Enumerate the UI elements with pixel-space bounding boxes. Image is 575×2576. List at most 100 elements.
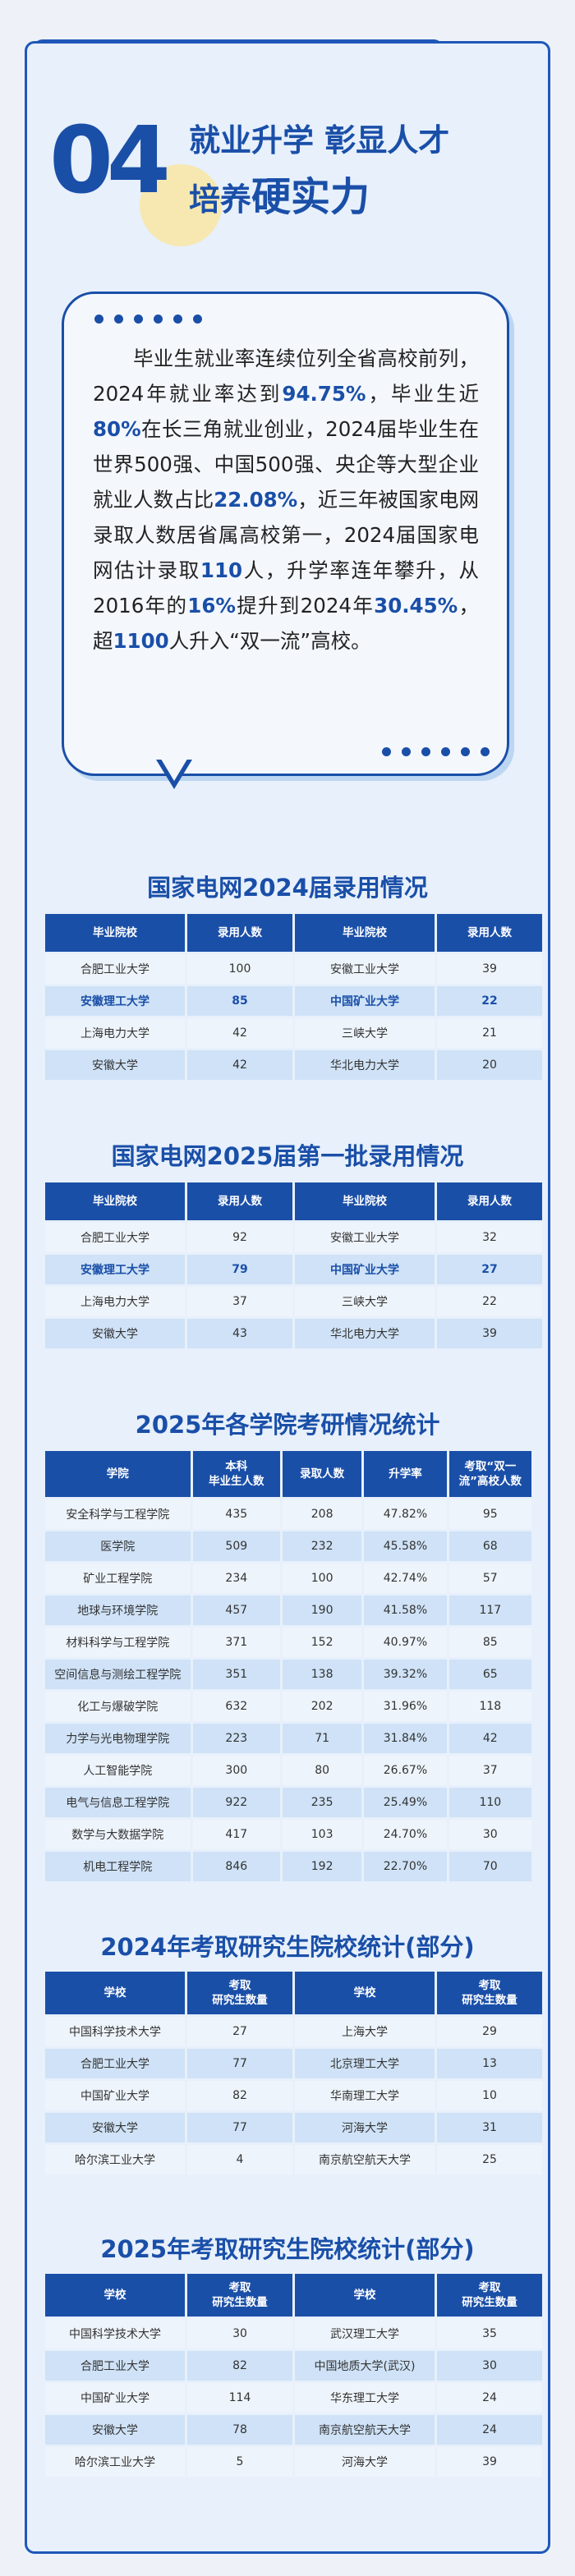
column-header: 毕业院校	[45, 1182, 185, 1220]
bubble-tail-inner	[159, 756, 189, 781]
table-cell: 35	[437, 2319, 542, 2349]
table-cell: 华北电力大学	[295, 1050, 435, 1080]
grad2024-table: 学校 考取 研究生数量 学校 考取 研究生数量 中国科学技术大学 27 上海大学 29 合肥工业大学…	[43, 1969, 545, 2177]
column-header: 学校	[45, 2274, 185, 2317]
table-row: 安徽理工大学 79 中国矿业大学 27	[45, 1255, 542, 1284]
table-cell: 100	[187, 954, 292, 984]
table-row: 安全科学与工程学院 435 208 47.82% 95	[45, 1499, 531, 1529]
table-cell: 39.32%	[364, 1660, 447, 1689]
table-cell: 哈尔滨工业大学	[45, 2447, 185, 2477]
column-header: 本科 毕业生人数	[192, 1451, 280, 1497]
table-cell: 351	[192, 1660, 280, 1689]
table-cell: 234	[192, 1564, 280, 1593]
table-cell: 37	[187, 1287, 292, 1316]
table-row: 中国矿业大学 82 华南理工大学 10	[45, 2081, 542, 2110]
table-cell: 武汉理工大学	[295, 2319, 435, 2349]
college-title: 2025年各学院考研情况统计	[135, 1411, 440, 1439]
table-cell: 31	[437, 2113, 542, 2142]
table-row: 上海电力大学 42 三峡大学 21	[45, 1018, 542, 1048]
table-cell: 力学与光电物理学院	[45, 1724, 191, 1753]
table-row: 合肥工业大学 100 安徽工业大学 39	[45, 954, 542, 984]
column-header: 考取“双一 流”高校人数	[448, 1451, 531, 1497]
table-cell: 地球与环境学院	[45, 1596, 191, 1625]
table-cell: 192	[282, 1852, 362, 1881]
table-cell: 25	[437, 2145, 542, 2174]
table-cell: 中国矿业大学	[295, 1255, 435, 1284]
table-cell: 安徽大学	[45, 1319, 185, 1348]
table-cell: 华东理工大学	[295, 2383, 435, 2413]
table-cell: 152	[282, 1628, 362, 1657]
table-cell: 24.70%	[364, 1820, 447, 1849]
table-cell: 70	[448, 1852, 531, 1881]
table-cell: 47.82%	[364, 1499, 447, 1529]
table-row: 机电工程学院 846 192 22.70% 70	[45, 1852, 531, 1881]
table-cell: 82	[187, 2351, 292, 2381]
intro-paragraph: 毕业生就业率连续位列全省高校前列，2024年就业率达到94.75%，毕业生近80…	[93, 347, 480, 653]
grad2024-title: 2024年考取研究生院校统计(部分)	[100, 1933, 475, 1961]
column-header: 学校	[295, 1972, 435, 2014]
table-row: 数学与大数据学院 417 103 24.70% 30	[45, 1820, 531, 1849]
table-cell: 中国矿业大学	[45, 2383, 185, 2413]
table-cell: 57	[448, 1564, 531, 1593]
section-title-line1: 就业升学 彰显人才	[189, 122, 450, 158]
table-cell: 39	[437, 1319, 542, 1348]
table-cell: 安徽大学	[45, 2113, 185, 2142]
table-cell: 42	[448, 1724, 531, 1753]
table-row: 矿业工程学院 234 100 42.74% 57	[45, 1564, 531, 1593]
column-header: 录用人数	[187, 914, 292, 952]
sgcc2024-table: 毕业院校 录用人数 毕业院校 录用人数 合肥工业大学 100 安徽工业大学 39 安徽理工大学 8…	[43, 911, 545, 1082]
section-header: 04 就业升学 彰显人才 培养硬实力	[49, 99, 526, 246]
column-header: 毕业院校	[295, 914, 435, 952]
table-row: 地球与环境学院 457 190 41.58% 117	[45, 1596, 531, 1625]
table-cell: 202	[282, 1692, 362, 1721]
table-cell: 80	[282, 1756, 362, 1785]
table-row: 医学院 509 232 45.58% 68	[45, 1531, 531, 1561]
table-cell: 78	[187, 2415, 292, 2445]
table-cell: 华北电力大学	[295, 1319, 435, 1348]
table-cell: 39	[437, 2447, 542, 2477]
table-row: 力学与光电物理学院 223 71 31.84% 42	[45, 1724, 531, 1753]
table-cell: 安徽大学	[45, 1050, 185, 1080]
table-cell: 65	[448, 1660, 531, 1689]
table-cell: 85	[448, 1628, 531, 1657]
dots-decoration-bottom	[382, 747, 490, 756]
table-cell: 南京航空航天大学	[295, 2145, 435, 2174]
table-cell: 235	[282, 1788, 362, 1817]
table-row: 中国科学技术大学 30 武汉理工大学 35	[45, 2319, 542, 2349]
table-cell: 合肥工业大学	[45, 2351, 185, 2381]
table-row: 哈尔滨工业大学 4 南京航空航天大学 25	[45, 2145, 542, 2174]
table-cell: 22	[437, 986, 542, 1016]
intro-speech-bubble: 毕业生就业率连续位列全省高校前列，2024年就业率达到94.75%，毕业生近80…	[62, 292, 509, 789]
college-table: 学院 本科 毕业生人数 录取人数 升学率 考取“双一 流”高校人数 安全科学与工程学院 435 2…	[43, 1449, 534, 1884]
table-cell: 77	[187, 2049, 292, 2078]
table-cell: 24	[437, 2415, 542, 2445]
table-cell: 中国矿业大学	[45, 2081, 185, 2110]
table-cell: 110	[448, 1788, 531, 1817]
table-cell: 208	[282, 1499, 362, 1529]
column-header: 学校	[45, 1972, 185, 2014]
table-cell: 509	[192, 1531, 280, 1561]
table-cell: 37	[448, 1756, 531, 1785]
table-cell: 河海大学	[295, 2113, 435, 2142]
table-cell: 22.70%	[364, 1852, 447, 1881]
table-cell: 26.67%	[364, 1756, 447, 1785]
table-cell: 371	[192, 1628, 280, 1657]
table-row: 安徽大学 42 华北电力大学 20	[45, 1050, 542, 1080]
table-cell: 95	[448, 1499, 531, 1529]
table-cell: 30	[437, 2351, 542, 2381]
table-cell: 114	[187, 2383, 292, 2413]
grad2025-title: 2025年考取研究生院校统计(部分)	[100, 2235, 475, 2263]
table-cell: 三峡大学	[295, 1018, 435, 1048]
column-header: 考取 研究生数量	[437, 1972, 542, 2014]
table-cell: 435	[192, 1499, 280, 1529]
table-cell: 190	[282, 1596, 362, 1625]
column-header: 录用人数	[187, 1182, 292, 1220]
table-cell: 20	[437, 1050, 542, 1080]
sgcc2025-title: 国家电网2025届第一批录用情况	[111, 1142, 464, 1170]
table-cell: 32	[437, 1223, 542, 1252]
table-cell: 223	[192, 1724, 280, 1753]
column-header: 毕业院校	[45, 914, 185, 952]
table-cell: 电气与信息工程学院	[45, 1788, 191, 1817]
table-cell: 北京理工大学	[295, 2049, 435, 2078]
table-cell: 河海大学	[295, 2447, 435, 2477]
